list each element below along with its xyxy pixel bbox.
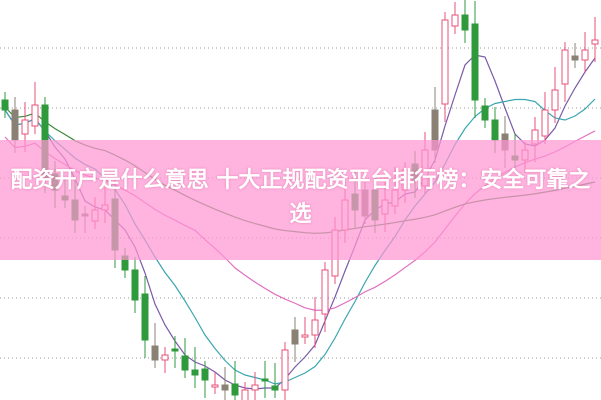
candle-body xyxy=(471,23,479,101)
candle-body xyxy=(211,384,219,388)
candle-body xyxy=(491,119,499,141)
candle-body xyxy=(251,384,259,391)
article-title: 配资开户是什么意思 十大正规配资平台排行榜：安全可靠之选 xyxy=(10,168,591,227)
candle-body xyxy=(231,383,239,396)
candle-body xyxy=(201,368,209,381)
candle-body xyxy=(571,55,579,61)
candle-body xyxy=(301,334,309,338)
candle-body xyxy=(271,385,279,391)
candle-body xyxy=(131,269,139,301)
title-banner xyxy=(0,140,601,260)
candle-body xyxy=(581,49,589,61)
candle-body xyxy=(181,355,189,371)
candle-body xyxy=(21,119,29,135)
candle-body xyxy=(291,329,299,345)
candle-body xyxy=(541,109,549,137)
candle-body xyxy=(261,378,269,382)
candle-body xyxy=(241,389,249,400)
candle-body xyxy=(561,49,569,85)
candle-body xyxy=(31,104,39,127)
candle-body xyxy=(191,369,199,376)
candle-body xyxy=(461,14,469,31)
candle-body xyxy=(151,345,159,361)
candle-body xyxy=(311,319,319,336)
candle-body xyxy=(551,89,559,111)
candle-body xyxy=(221,384,229,391)
candle-body xyxy=(1,99,9,111)
candle-body xyxy=(481,105,489,121)
candle-body xyxy=(141,293,149,341)
candle-body xyxy=(171,348,179,352)
candle-body xyxy=(441,19,449,105)
candle-body xyxy=(591,39,599,45)
candle-body xyxy=(11,109,19,141)
candle-body xyxy=(451,14,459,27)
candle-body xyxy=(161,354,169,361)
candle-body xyxy=(281,349,289,391)
candle-body xyxy=(321,269,329,315)
